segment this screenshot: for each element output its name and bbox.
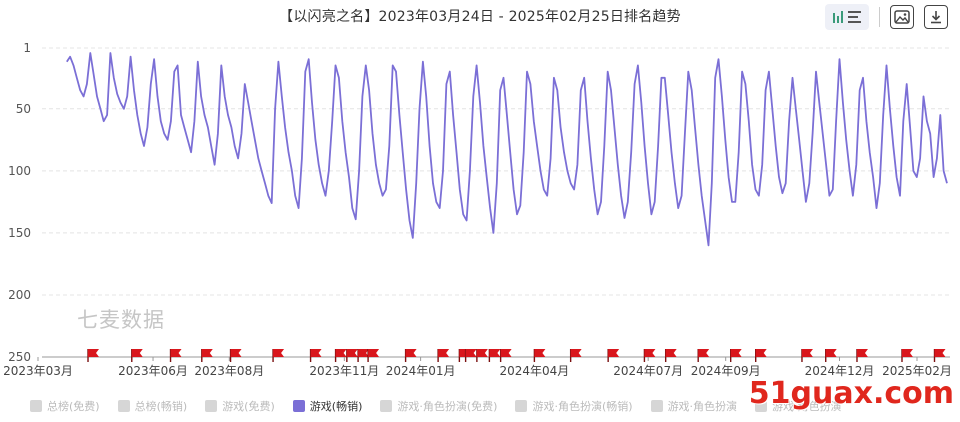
event-flag[interactable] (476, 349, 488, 362)
qimai-watermark: 七麦数据 (77, 308, 165, 332)
x-tick-label: 2023年03月 (3, 364, 73, 378)
x-tick-label: 2023年11月 (309, 364, 379, 378)
event-flag[interactable] (464, 349, 477, 362)
y-tick-label: 50 (16, 102, 31, 116)
legend-swatch (380, 400, 393, 412)
event-flag[interactable] (607, 349, 620, 362)
download-icon[interactable] (924, 5, 948, 29)
y-tick-label: 150 (8, 226, 31, 240)
y-tick-label: 250 (8, 350, 31, 364)
legend-item[interactable]: 游戏(畅销) (292, 398, 363, 414)
x-tick-label: 2024年09月 (691, 364, 761, 378)
legend-swatch (650, 400, 663, 412)
legend-label: 游戏·角色扮演 (772, 400, 842, 413)
event-flag[interactable] (643, 349, 656, 362)
legend-label: 总榜(免费) (47, 400, 100, 413)
event-flag[interactable] (488, 349, 501, 362)
bar-line-toggle-icon[interactable] (825, 4, 869, 30)
event-flag[interactable] (569, 349, 582, 362)
x-tick-label: 2023年08月 (194, 364, 264, 378)
legend-label: 游戏·角色扮演(免费) (397, 400, 498, 413)
save-image-icon[interactable] (890, 5, 914, 29)
chart-legend: 总榜(免费) 总榜(畅销) 游戏(免费) 游戏(畅销) 游戏·角色扮演(免费) 游戏·角色… (30, 398, 842, 414)
x-tick-label: 2024年07月 (613, 364, 683, 378)
legend-label: 总榜(畅销) (134, 400, 188, 413)
event-flag[interactable] (87, 349, 100, 362)
event-flag[interactable] (825, 349, 837, 362)
event-flag[interactable] (856, 349, 868, 362)
event-flag[interactable] (367, 349, 380, 362)
legend-swatch (30, 400, 42, 412)
legend-swatch (117, 400, 130, 412)
event-flag[interactable] (169, 349, 182, 362)
legend-item[interactable]: 游戏·角色扮演(畅销) (515, 398, 633, 414)
event-flag[interactable] (499, 349, 512, 362)
site-watermark: 51guax.com (748, 376, 954, 411)
legend-label: 游戏·角色扮演 (667, 400, 738, 413)
chart-title: 【以闪亮之名】2023年03月24日 - 2025年02月25日排名趋势 (279, 9, 681, 25)
legend-label: 游戏(畅销) (309, 400, 363, 413)
event-flag[interactable] (201, 349, 213, 362)
x-tick-label: 2023年06月 (118, 364, 188, 378)
event-flag[interactable] (272, 349, 285, 362)
legend-item[interactable]: 游戏·角色扮演 (755, 398, 842, 414)
legend-item[interactable]: 总榜(免费) (30, 398, 100, 414)
event-flag[interactable] (933, 349, 946, 362)
legend-item[interactable]: 游戏(免费) (205, 398, 275, 414)
event-flag[interactable] (755, 349, 767, 362)
event-flag[interactable] (697, 349, 710, 362)
legend-label: 游戏(免费) (222, 400, 275, 413)
legend-item[interactable]: 总榜(畅销) (117, 398, 188, 414)
legend-label: 游戏·角色扮演(畅销) (532, 400, 633, 413)
event-flag[interactable] (729, 349, 742, 362)
x-tick-label: 2024年04月 (499, 364, 569, 378)
series-line-游戏畅销 (66, 52, 948, 247)
x-tick-label: 2024年12月 (805, 364, 875, 378)
legend-item[interactable]: 游戏·角色扮演 (650, 398, 738, 414)
event-flag[interactable] (346, 349, 358, 362)
chart-toolbar (825, 4, 948, 30)
legend-item[interactable]: 游戏·角色扮演(免费) (380, 398, 497, 414)
toolbar-divider (879, 7, 880, 27)
event-flag[interactable] (404, 349, 417, 362)
y-tick-label: 1 (23, 41, 31, 55)
x-tick-label: 2024年01月 (386, 364, 456, 378)
event-flag[interactable] (357, 349, 370, 362)
legend-swatch (515, 400, 528, 412)
y-tick-label: 200 (8, 288, 31, 302)
event-flag[interactable] (533, 349, 546, 362)
event-flag[interactable] (229, 349, 242, 362)
legend-swatch (292, 400, 305, 412)
event-flag[interactable] (901, 349, 913, 362)
event-flag[interactable] (131, 349, 143, 362)
event-flag[interactable] (801, 349, 813, 362)
legend-swatch (755, 400, 768, 412)
event-flag[interactable] (664, 349, 677, 362)
y-tick-label: 100 (8, 164, 31, 178)
event-flag[interactable] (309, 349, 322, 362)
event-flag[interactable] (437, 349, 450, 362)
legend-swatch (205, 400, 218, 412)
event-flag[interactable] (334, 349, 347, 362)
x-tick-label: 2025年02月 (882, 364, 952, 378)
